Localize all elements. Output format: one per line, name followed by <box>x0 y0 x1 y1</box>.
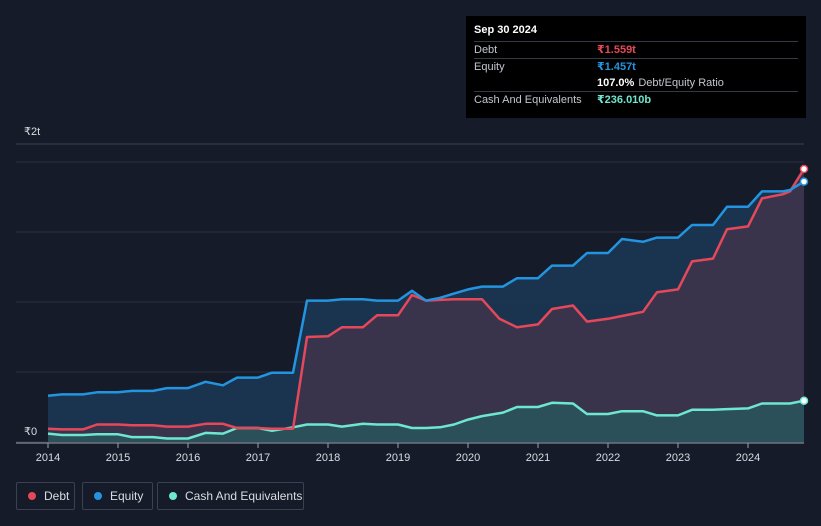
tooltip-equity-row: Equity ₹1.457t <box>474 58 798 75</box>
tooltip-debt-label: Debt <box>474 44 498 56</box>
equity-legend-dot <box>94 492 102 500</box>
equity-line <box>47 180 805 398</box>
debt-area <box>48 169 804 442</box>
tooltip-debt-value: ₹1.559t <box>597 44 636 56</box>
series-areas <box>48 169 804 442</box>
tooltip-ratio-value: 107.0% <box>597 77 635 89</box>
cash-line <box>47 399 805 440</box>
tooltip-cash-label: Cash And Equivalents <box>474 94 582 106</box>
tooltip-ratio-row: 107.0% Debt/Equity Ratio <box>474 75 798 91</box>
x-tick-label-2018: 2018 <box>316 452 340 464</box>
tooltip-equity-label: Equity <box>474 61 505 73</box>
series-lines <box>47 168 806 440</box>
cash-end-marker <box>799 396 809 405</box>
tooltip-equity-value: ₹1.457t <box>597 61 636 73</box>
legend-cash[interactable]: Cash And Equivalents <box>157 482 304 510</box>
x-tick-label-2021: 2021 <box>526 452 550 464</box>
data-tooltip: Sep 30 2024 Debt ₹1.559t Equity ₹1.457t … <box>466 16 806 118</box>
tooltip-date: Sep 30 2024 <box>474 24 537 36</box>
end-markers <box>799 164 809 405</box>
x-tick-label-2022: 2022 <box>596 452 620 464</box>
debt-legend-dot <box>28 492 36 500</box>
legend-equity-label: Equity <box>110 489 144 503</box>
legend-equity[interactable]: Equity <box>82 482 153 510</box>
x-tick-label-2023: 2023 <box>666 452 690 464</box>
legend-debt-label: Debt <box>44 489 70 503</box>
tooltip-cash-value: ₹236.010b <box>597 94 652 106</box>
tooltip-ratio-label: Debt/Equity Ratio <box>638 77 724 89</box>
equity-end-marker <box>799 177 809 186</box>
y-tick-label-top: ₹2t <box>24 126 40 138</box>
cash-area <box>48 400 804 442</box>
x-tick-label-2020: 2020 <box>456 452 480 464</box>
x-tick-label-2024: 2024 <box>736 452 760 464</box>
debt-end-marker <box>799 164 809 174</box>
cash-legend-dot <box>169 492 177 500</box>
x-tick-label-2015: 2015 <box>106 452 130 464</box>
legend-cash-label: Cash And Equivalents <box>185 489 303 503</box>
tooltip-cash-row: Cash And Equivalents ₹236.010b <box>474 91 798 108</box>
legend-debt[interactable]: Debt <box>16 482 75 510</box>
tooltip-debt-row: Debt ₹1.559t <box>474 41 798 58</box>
x-tick-label-2017: 2017 <box>246 452 270 464</box>
x-tick-label-2019: 2019 <box>386 452 410 464</box>
y-tick-label-zero: ₹0 <box>24 426 37 438</box>
x-tick-label-2016: 2016 <box>176 452 200 464</box>
x-axis-ticks: 2014 2015 2016 2017 2018 2019 2020 2021 2022 2023… <box>36 443 760 464</box>
x-tick-label-2014: 2014 <box>36 452 60 464</box>
